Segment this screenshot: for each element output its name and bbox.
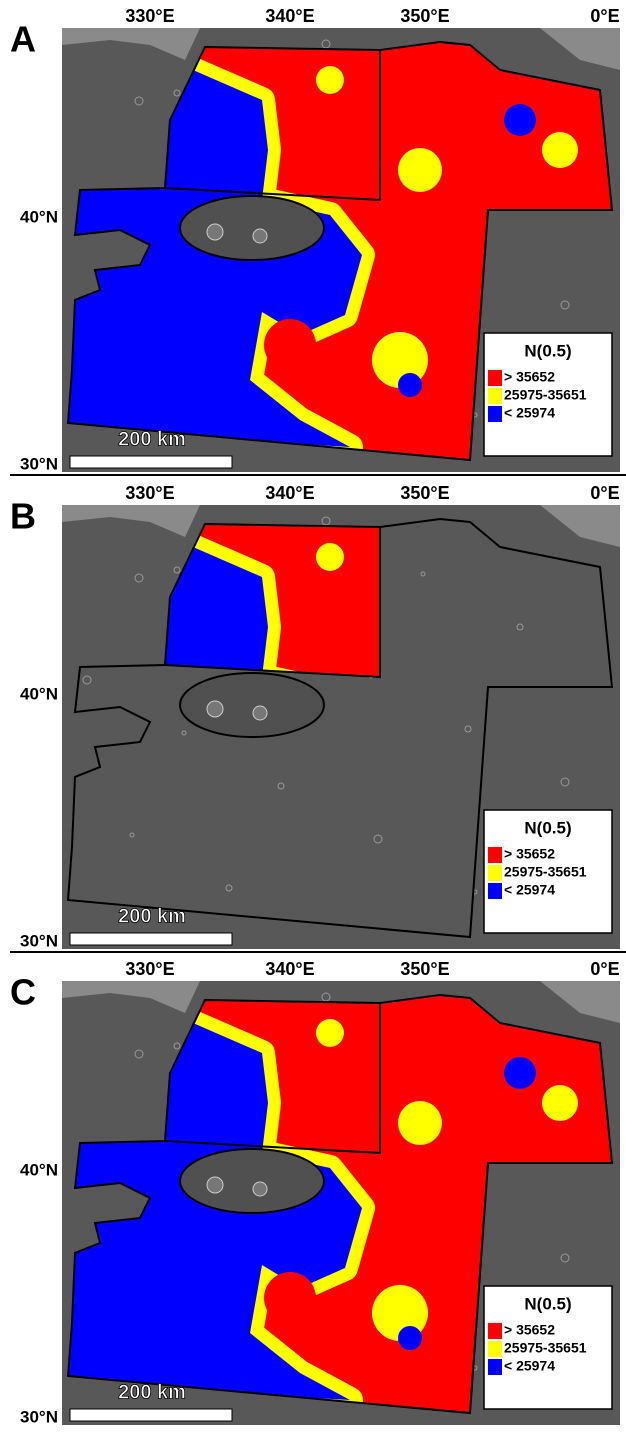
legend-title: N(0.5) bbox=[524, 341, 571, 360]
excluded-crater-area bbox=[180, 673, 324, 737]
longitude-label: 340°E bbox=[265, 483, 314, 503]
unit-yellow-blob bbox=[316, 66, 344, 94]
unit-yellow-blob bbox=[316, 1019, 344, 1047]
legend-swatch bbox=[488, 883, 502, 899]
legend-label: 25975-35651 bbox=[504, 864, 587, 880]
legend-label: > 35652 bbox=[504, 1322, 555, 1338]
legend-label: > 35652 bbox=[504, 369, 555, 385]
unit-yellow-blob bbox=[316, 543, 344, 571]
longitude-label: 350°E bbox=[400, 959, 449, 979]
unit-yellow-blob bbox=[542, 132, 578, 168]
panel-label: B bbox=[10, 496, 36, 537]
panel-label: C bbox=[10, 972, 36, 1013]
longitude-label: 0°E bbox=[590, 959, 619, 979]
legend-swatch bbox=[488, 1323, 502, 1339]
legend-title: N(0.5) bbox=[524, 818, 571, 837]
excluded-crater-area bbox=[180, 196, 324, 260]
scale-bar-label: 200 km bbox=[118, 428, 186, 450]
legend-swatch bbox=[488, 847, 502, 863]
legend-label: > 35652 bbox=[504, 846, 555, 862]
crater bbox=[253, 1182, 267, 1196]
unit-yellow-blob bbox=[542, 1085, 578, 1121]
legend-label: 25975-35651 bbox=[504, 1340, 587, 1356]
legend-swatch bbox=[488, 406, 502, 422]
panel: B 330°E 340°E 350°E 0°E 40°N 30°N 200 km N(0.5) >… bbox=[10, 483, 626, 952]
excluded-crater-area bbox=[180, 1149, 324, 1213]
scale-bar bbox=[70, 1409, 232, 1421]
scale-bar bbox=[70, 456, 232, 468]
legend-label: < 25974 bbox=[504, 882, 555, 898]
unit-blue-blob bbox=[504, 1057, 536, 1089]
crater bbox=[253, 229, 267, 243]
longitude-label: 330°E bbox=[125, 483, 174, 503]
longitude-label: 330°E bbox=[125, 6, 174, 26]
longitude-label: 340°E bbox=[265, 6, 314, 26]
unit-blue-blob bbox=[398, 373, 422, 397]
legend-swatch bbox=[488, 1341, 502, 1357]
legend-swatch bbox=[488, 370, 502, 386]
legend-label: < 25974 bbox=[504, 405, 555, 421]
legend-swatch bbox=[488, 1359, 502, 1375]
panel: C 330°E 340°E 350°E 0°E 40°N 30°N 200 km N(0.5) >… bbox=[10, 959, 620, 1427]
legend-label: 25975-35651 bbox=[504, 387, 587, 403]
unit-yellow-blob bbox=[398, 148, 442, 192]
legend-label: < 25974 bbox=[504, 1358, 555, 1374]
legend-swatch bbox=[488, 388, 502, 404]
scale-bar-label: 200 km bbox=[118, 1381, 186, 1403]
crater bbox=[207, 1177, 223, 1193]
longitude-label: 0°E bbox=[590, 6, 619, 26]
crater bbox=[207, 701, 223, 717]
unit-red-blob bbox=[264, 319, 316, 371]
unit-red-blob bbox=[264, 1272, 316, 1324]
longitude-label: 350°E bbox=[400, 6, 449, 26]
unit-blue-blob bbox=[504, 104, 536, 136]
longitude-label: 340°E bbox=[265, 959, 314, 979]
panel-label: A bbox=[10, 19, 36, 60]
longitude-label: 330°E bbox=[125, 959, 174, 979]
latitude-label: 30°N bbox=[20, 454, 58, 473]
latitude-label: 40°N bbox=[20, 1160, 58, 1179]
crater bbox=[253, 706, 267, 720]
longitude-label: 350°E bbox=[400, 483, 449, 503]
figure: A 330°E 340°E 350°E 0°E 40°N 30°N 200 km N(0.5) >… bbox=[0, 0, 626, 1429]
legend-title: N(0.5) bbox=[524, 1294, 571, 1313]
latitude-label: 40°N bbox=[20, 207, 58, 226]
panel: A 330°E 340°E 350°E 0°E 40°N 30°N 200 km N(0.5) >… bbox=[10, 6, 626, 475]
scale-bar-label: 200 km bbox=[118, 905, 186, 927]
crater bbox=[207, 224, 223, 240]
latitude-label: 30°N bbox=[20, 931, 58, 950]
unit-yellow-blob bbox=[398, 1101, 442, 1145]
unit-blue-blob bbox=[398, 1326, 422, 1350]
scale-bar bbox=[70, 933, 232, 945]
latitude-label: 40°N bbox=[20, 684, 58, 703]
longitude-label: 0°E bbox=[590, 483, 619, 503]
latitude-label: 30°N bbox=[20, 1407, 58, 1426]
legend-swatch bbox=[488, 865, 502, 881]
